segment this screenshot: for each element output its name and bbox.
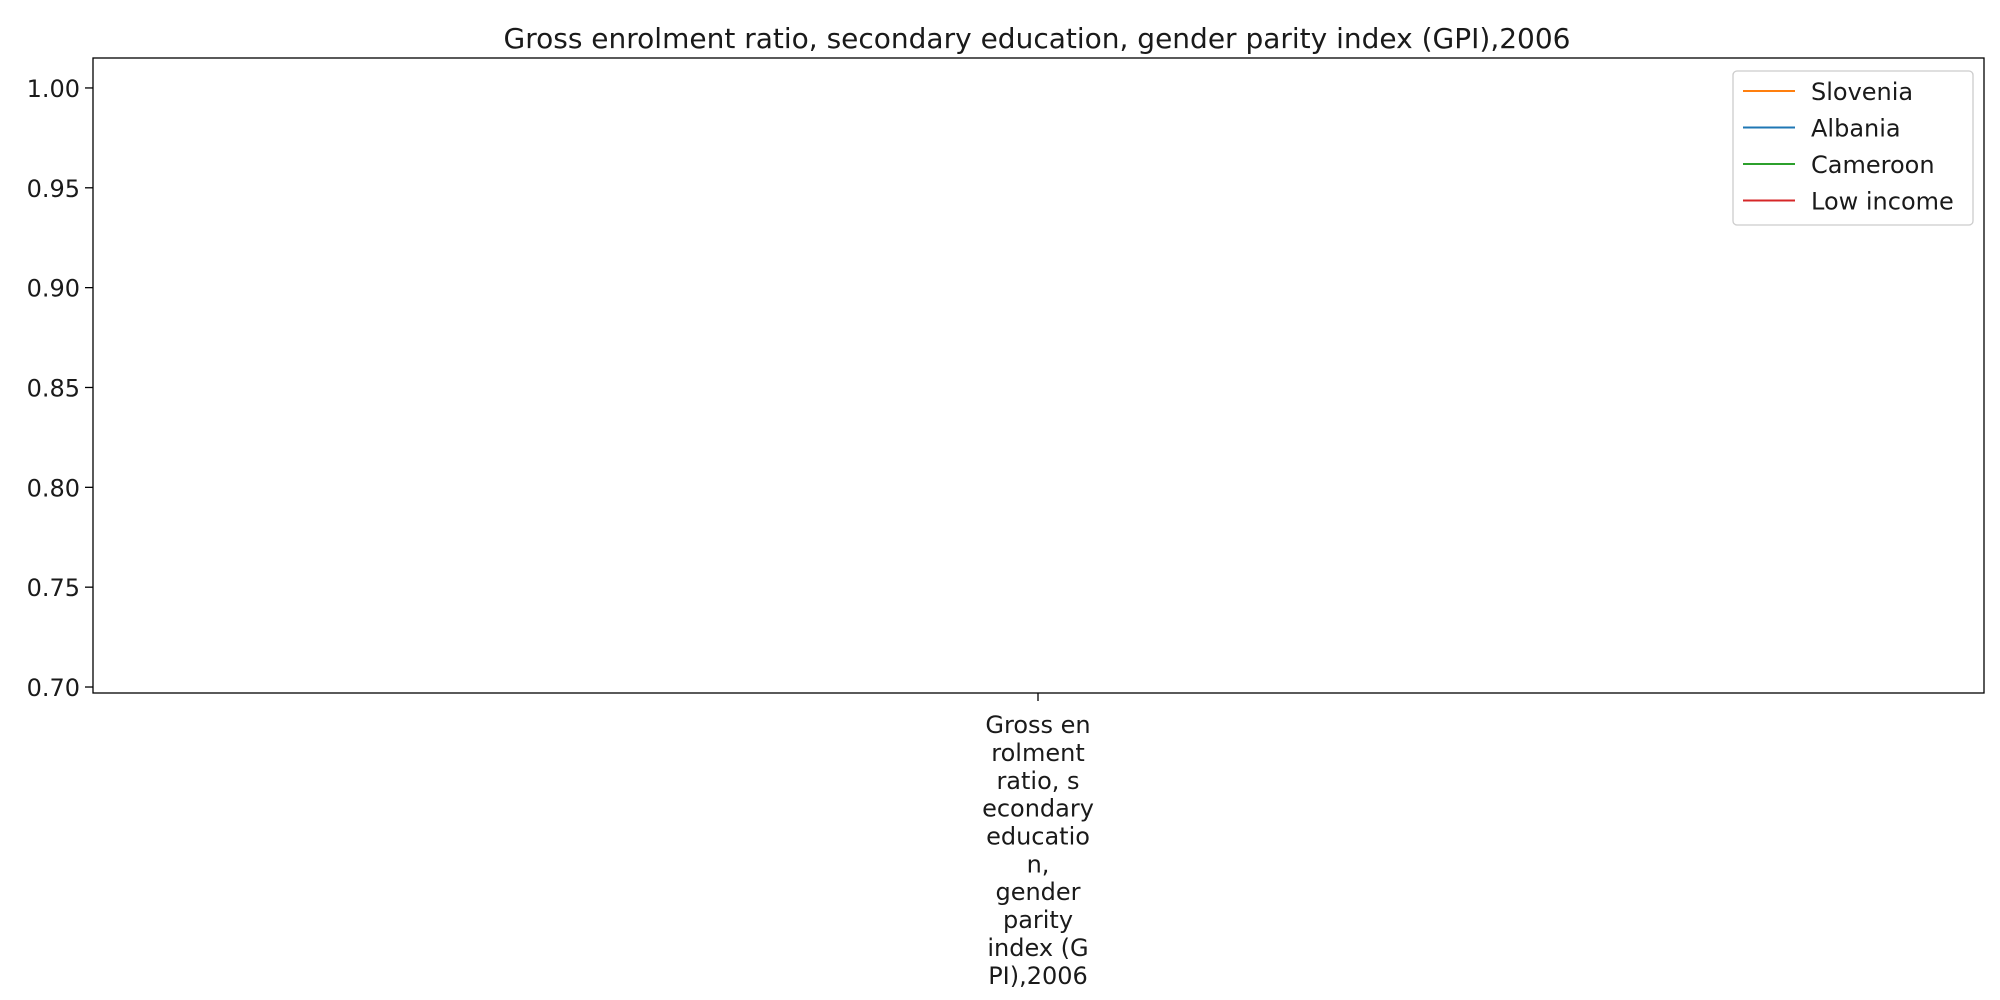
y-tick-label: 0.90 — [27, 275, 80, 303]
x-axis: Gross en rolment ratio, s econdary educatio n… — [982, 693, 1094, 990]
legend-label: Cameroon — [1811, 151, 1935, 179]
legend-label: Slovenia — [1811, 78, 1913, 106]
x-tick-label: Gross en rolment ratio, s econdary educatio n… — [982, 711, 1094, 990]
y-tick-label: 0.85 — [27, 374, 80, 402]
chart-title: Gross enrolment ratio, secondary educati… — [504, 22, 1571, 55]
legend-label: Low income — [1811, 188, 1954, 216]
y-tick-label: 0.70 — [27, 674, 80, 702]
y-tick-label: 0.95 — [27, 175, 80, 203]
y-tick-label: 1.00 — [27, 75, 80, 103]
legend-label: Albania — [1811, 115, 1901, 143]
y-tick-label: 0.80 — [27, 474, 80, 502]
legend-box — [1732, 70, 1974, 226]
y-tick-label: 0.75 — [27, 574, 80, 602]
plot-area — [92, 57, 1985, 694]
legend: Slovenia Albania Cameroon Low income — [1732, 70, 1974, 226]
y-axis: 0.70 0.75 0.80 0.85 0.90 0.95 1.00 — [27, 75, 93, 702]
